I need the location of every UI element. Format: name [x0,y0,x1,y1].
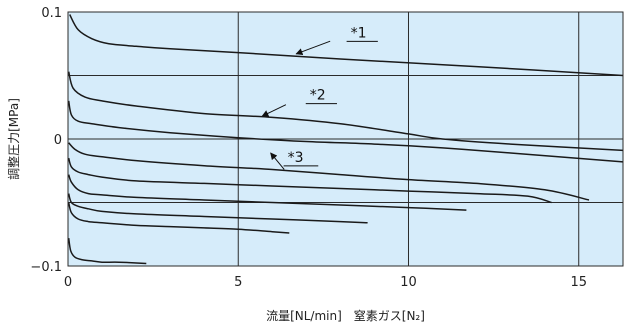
annotation-1-label: *1 [351,25,367,41]
x-tick-label: 10 [400,275,417,290]
y-axis-label: 調整圧力[MPa] [6,98,21,180]
y-tick-label: 0.1 [41,6,62,21]
y-tick-label: −0.1 [30,260,62,275]
x-tick-label: 15 [570,275,587,290]
y-tick-label: 0 [54,133,62,148]
x-tick-label: 5 [234,275,242,290]
annotation-3-label: *3 [288,150,304,166]
annotation-2-label: *2 [310,88,326,104]
x-tick-label: 0 [64,275,72,290]
x-axis-label: 流量[NL/min] 窒素ガス[N₂] [266,308,425,323]
